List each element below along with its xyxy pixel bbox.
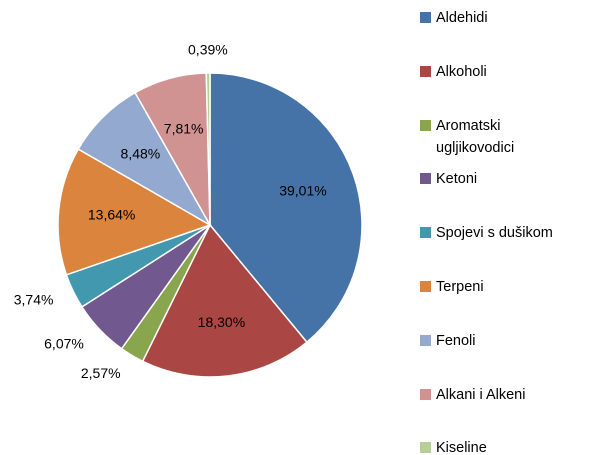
legend-item: Kiseline xyxy=(420,437,596,455)
data-label: 2,57% xyxy=(81,365,121,381)
pie-slice xyxy=(141,223,308,378)
pie-slice xyxy=(209,72,363,344)
legend-item: Spojevi s dušikom xyxy=(420,222,596,244)
legend-label: Alkani i Alkeni xyxy=(436,386,526,403)
legend-label: Aldehidi xyxy=(436,10,488,26)
legend-swatch xyxy=(420,334,431,346)
legend-swatch xyxy=(420,12,431,23)
data-label: 6,07% xyxy=(44,336,84,352)
data-label: 39,01% xyxy=(279,182,326,198)
legend-label: Alkoholi xyxy=(436,63,487,80)
pie-slice xyxy=(57,148,212,276)
data-label: 18,30% xyxy=(198,314,245,330)
legend-item: Aldehidi xyxy=(420,7,596,29)
pie-slice xyxy=(205,72,211,226)
legend-item: Aromatski ugljikovodici xyxy=(420,115,596,159)
legend-swatch xyxy=(420,227,431,239)
legend-swatch xyxy=(420,173,431,185)
legend-label: Aromatski ugljikovodici xyxy=(436,117,515,156)
legend-item: Terpeni xyxy=(420,276,596,298)
legend-item: Alkani i Alkeni xyxy=(420,384,596,406)
data-label: 0,39% xyxy=(188,42,228,58)
legend-swatch xyxy=(420,388,431,400)
legend-swatch xyxy=(420,65,431,77)
legend-label: Ketoni xyxy=(436,171,478,188)
legend-swatch xyxy=(420,281,431,292)
legend-item: Ketoni xyxy=(420,168,596,190)
legend-label: Spojevi s dušikom xyxy=(436,225,553,242)
legend-item: Alkoholi xyxy=(420,61,596,83)
legend-label: Kiseline xyxy=(436,440,487,455)
legend-label: Fenoli xyxy=(436,332,476,349)
legend-item: Fenoli xyxy=(420,330,596,352)
legend-swatch xyxy=(420,119,431,131)
data-label: 7,81% xyxy=(164,120,204,136)
data-label: 3,74% xyxy=(14,292,54,308)
data-label: 13,64% xyxy=(88,206,135,222)
legend-label: Terpeni xyxy=(436,279,484,295)
legend-swatch xyxy=(420,442,431,454)
data-label: 8,48% xyxy=(121,146,161,162)
